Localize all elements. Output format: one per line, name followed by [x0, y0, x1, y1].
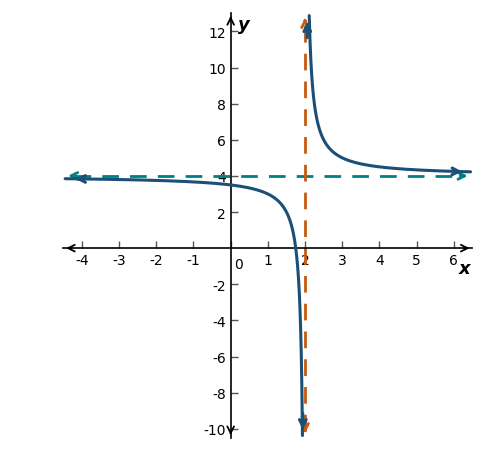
Text: 0: 0	[234, 258, 243, 272]
Text: x: x	[459, 259, 470, 278]
Text: y: y	[238, 16, 250, 34]
